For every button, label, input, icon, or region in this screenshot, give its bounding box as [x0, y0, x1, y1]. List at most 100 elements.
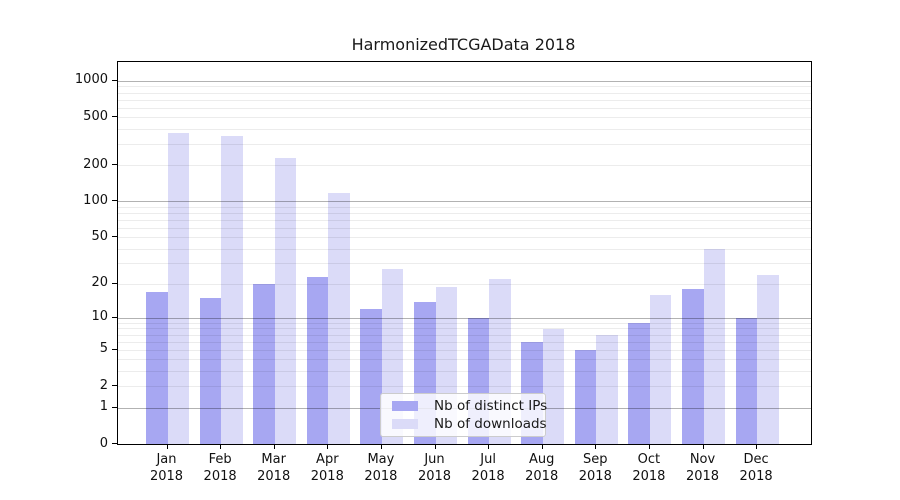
bar-nb-of-downloads-mar: [274, 157, 297, 444]
legend-swatch-downloads: [392, 419, 418, 430]
x-tick-mark: [273, 444, 275, 449]
legend-label-downloads: Nb of downloads: [434, 416, 547, 433]
legend-swatch-distinct-ips: [392, 400, 418, 411]
bar-nb-of-distinct-ips-may: [360, 309, 382, 444]
y-tick-mark: [112, 164, 117, 166]
bar-nb-of-downloads-sep: [596, 334, 618, 444]
x-tick-mark: [380, 444, 382, 449]
y-tick-mark: [112, 385, 117, 387]
x-tick-mark: [166, 444, 168, 449]
bar-nb-of-downloads-oct: [649, 295, 672, 444]
gridline-minor: [118, 212, 811, 214]
x-tick-label-apr: Apr 2018: [310, 452, 344, 484]
x-tick-mark: [541, 444, 543, 449]
gridline-minor: [118, 165, 811, 167]
gridline-minor: [118, 92, 811, 94]
x-tick-label-may: May 2018: [364, 452, 398, 484]
x-tick-mark: [220, 444, 222, 449]
legend: Nb of distinct IPs Nb of downloads: [380, 393, 547, 437]
x-tick-label-aug: Aug 2018: [525, 452, 559, 484]
bar-nb-of-downloads-feb: [221, 135, 243, 444]
y-tick-label: 5: [99, 341, 108, 357]
y-tick-mark: [112, 116, 117, 118]
y-tick-label: 100: [83, 192, 108, 208]
x-tick-label-feb: Feb 2018: [203, 452, 237, 484]
gridline-minor: [118, 328, 811, 330]
gridline-minor: [118, 227, 811, 229]
legend-item-distinct-ips: Nb of distinct IPs: [392, 397, 547, 415]
y-tick-label: 20: [91, 275, 108, 291]
plot-area: [117, 61, 812, 445]
y-tick-label: 2: [99, 377, 108, 393]
gridline-major: [118, 201, 811, 203]
bar-nb-of-distinct-ips-apr: [306, 276, 329, 444]
x-tick-label-jan: Jan 2018: [149, 452, 184, 484]
legend-label-distinct-ips: Nb of distinct IPs: [434, 397, 548, 414]
y-tick-label: 1000: [74, 72, 108, 88]
y-tick-label: 500: [83, 108, 108, 124]
y-tick-mark: [112, 236, 117, 238]
x-tick-mark: [702, 444, 704, 449]
y-tick-mark: [112, 200, 117, 202]
gridline-minor: [118, 322, 811, 324]
bar-nb-of-distinct-ips-oct: [628, 322, 650, 444]
gridline-minor: [118, 206, 811, 208]
gridline-minor: [118, 107, 811, 109]
bar-nb-of-downloads-apr: [328, 193, 350, 444]
x-tick-label-sep: Sep 2018: [578, 452, 612, 484]
gridline-minor: [118, 349, 811, 351]
y-tick-mark: [112, 406, 117, 408]
gridline-major: [118, 80, 811, 82]
gridline-minor: [118, 263, 811, 265]
y-tick-label: 0: [99, 435, 108, 451]
y-tick-label: 10: [91, 309, 108, 325]
x-tick-mark: [756, 444, 758, 449]
chart-title: HarmonizedTCGAData 2018: [351, 35, 576, 54]
y-tick-mark: [112, 282, 117, 284]
gridline-minor: [118, 359, 811, 361]
x-tick-mark: [595, 444, 597, 449]
y-tick-mark: [112, 316, 117, 318]
gridline-minor: [118, 128, 811, 130]
bar-nb-of-downloads-jan: [167, 132, 189, 444]
bar-nb-of-distinct-ips-feb: [199, 298, 222, 444]
x-tick-mark: [327, 444, 329, 449]
gridline-minor: [118, 237, 811, 239]
x-tick-mark: [434, 444, 436, 449]
x-tick-label-jun: Jun 2018: [417, 452, 452, 484]
bar-nb-of-distinct-ips-dec: [735, 317, 758, 444]
gridline-minor: [118, 386, 811, 388]
x-tick-label-dec: Dec 2018: [739, 452, 773, 484]
gridline-minor: [118, 117, 811, 119]
bar-nb-of-distinct-ips-mar: [253, 283, 275, 444]
x-tick-label-oct: Oct 2018: [632, 452, 666, 484]
y-tick-mark: [112, 348, 117, 350]
gridline-major: [118, 317, 811, 319]
y-tick-label: 200: [83, 156, 108, 172]
bar-nb-of-distinct-ips-nov: [682, 289, 704, 444]
y-tick-label: 50: [91, 228, 108, 244]
gridline-minor: [118, 219, 811, 221]
gridline-minor: [118, 334, 811, 336]
x-tick-label-jul: Jul 2018: [471, 452, 505, 484]
gridline-minor: [118, 341, 811, 343]
gridline-minor: [118, 143, 811, 145]
y-tick-label: 1: [99, 399, 108, 415]
gridline-minor: [118, 86, 811, 88]
bar-nb-of-downloads-aug: [542, 328, 565, 444]
bar-nb-of-distinct-ips-sep: [574, 349, 597, 444]
gridline-minor: [118, 99, 811, 101]
legend-item-downloads: Nb of downloads: [392, 415, 547, 433]
bar-nb-of-distinct-ips-jan: [146, 292, 168, 444]
x-tick-label-nov: Nov 2018: [685, 452, 720, 484]
x-tick-mark: [648, 444, 650, 449]
x-tick-label-mar: Mar 2018: [257, 452, 291, 484]
bar-nb-of-downloads-nov: [703, 248, 725, 444]
x-tick-mark: [488, 444, 490, 449]
y-tick-mark: [112, 443, 117, 444]
gridline-minor: [118, 283, 811, 285]
gridline-minor: [118, 248, 811, 250]
y-tick-mark: [112, 79, 117, 81]
gridline-minor: [118, 371, 811, 373]
